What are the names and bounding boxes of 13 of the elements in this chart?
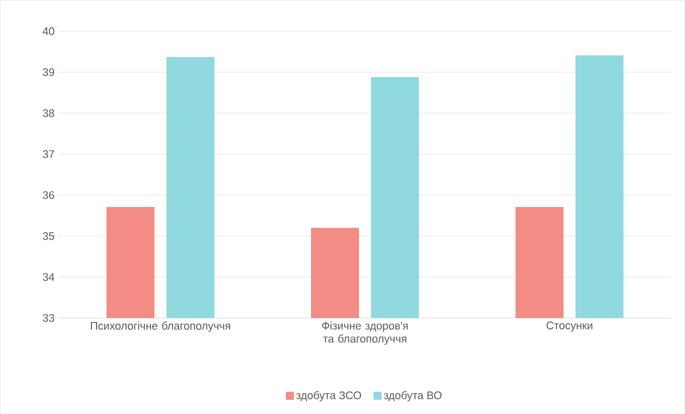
y-tick-label: 35 [42, 232, 54, 240]
y-tick-label: 38 [42, 109, 54, 117]
legend-label: здобута ВО [384, 390, 442, 402]
x-tick-label: Фізичне здоров'я та благополуччя [322, 321, 408, 345]
x-tick-label: Психологічне благополуччя [90, 321, 230, 332]
y-tick-label: 37 [42, 150, 54, 158]
y-tick-label: 39 [42, 68, 54, 76]
y-tick-label: 33 [42, 314, 54, 322]
y-tick-label: 36 [42, 191, 54, 199]
y-tick-label: 40 [42, 27, 54, 35]
x-tick-label: Стосунки [546, 321, 592, 332]
legend-label: здобута ЗСО [296, 390, 362, 402]
y-tick-label: 34 [42, 273, 54, 281]
